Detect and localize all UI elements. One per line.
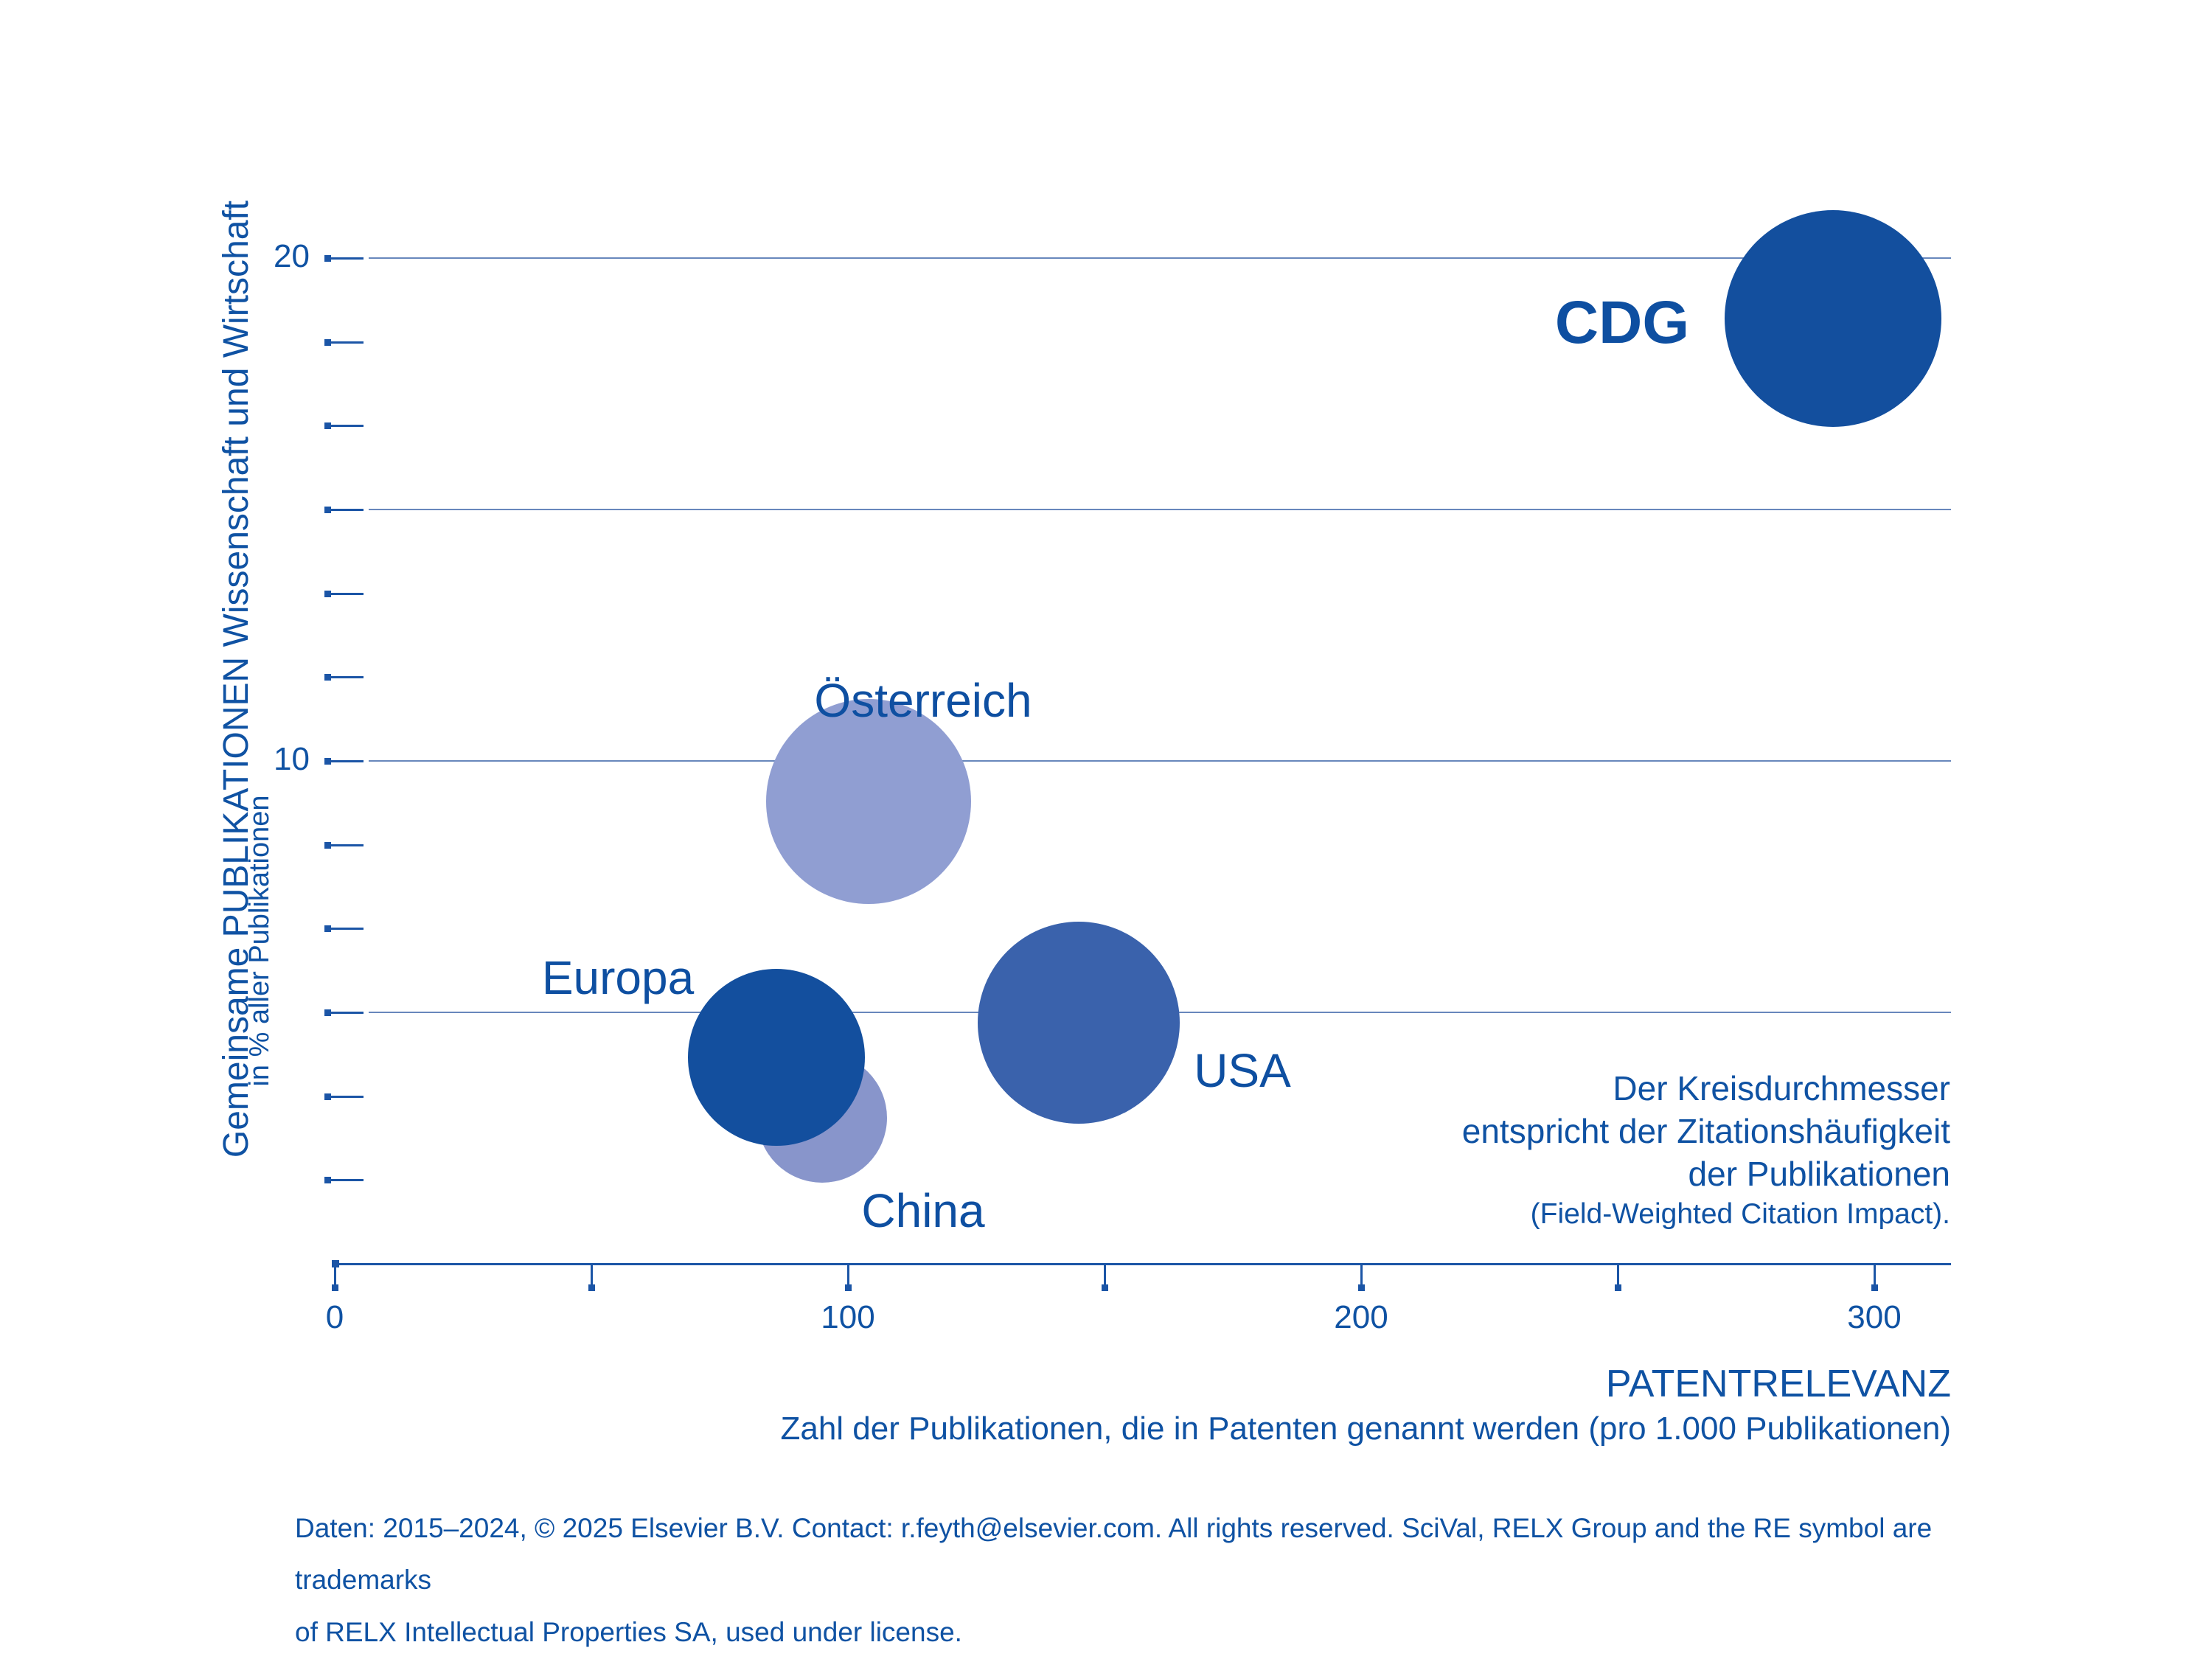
x-tick [591, 1265, 593, 1284]
y-tick-dot [324, 841, 331, 849]
size-legend-line: entspricht der Zitationshäufigkeit [1461, 1111, 1950, 1150]
bubble-label-europa: Europa [541, 951, 695, 1004]
bubble-label-österreich: Österreich [814, 674, 1032, 727]
y-tick [331, 1012, 364, 1014]
x-tick-label-0: 0 [325, 1299, 344, 1335]
y-tick [331, 341, 364, 344]
size-legend: Der Kreisdurchmesser entspricht der Zita… [1139, 1068, 1950, 1232]
footer-line: Daten: 2015–2024, © 2025 Elsevier B.V. C… [295, 1513, 1933, 1596]
bubble-europa [687, 969, 865, 1147]
x-tick-label-100: 100 [821, 1299, 875, 1335]
x-tick-label-200: 200 [1334, 1299, 1388, 1335]
x-tick [1617, 1265, 1619, 1284]
y-tick-label-20: 20 [274, 238, 310, 274]
x-axis-subtitle: Zahl der Publikationen, die in Patenten … [780, 1411, 1951, 1447]
bubble-usa [978, 921, 1180, 1124]
y-tick-dot [324, 507, 331, 513]
y-tick [331, 592, 364, 595]
x-tick-dot [1615, 1284, 1621, 1291]
y-gridline [369, 509, 1951, 510]
x-tick-dot [1102, 1284, 1108, 1291]
x-tick [1874, 1265, 1876, 1284]
y-tick [331, 760, 364, 762]
bubble-cdg [1725, 209, 1942, 427]
x-tick-dot [332, 1284, 338, 1291]
bubble-label-cdg: CDG [1554, 289, 1690, 356]
y-gridline [369, 257, 1951, 259]
y-tick [331, 425, 364, 428]
y-tick [331, 509, 364, 511]
x-tick-dot [845, 1284, 852, 1291]
y-gridline [369, 760, 1951, 762]
x-tick [1104, 1265, 1106, 1284]
y-tick [331, 844, 364, 846]
x-axis-title: PATENTRELEVANZ [1605, 1363, 1951, 1405]
bubble-österreich [765, 698, 971, 904]
y-tick-dot [324, 925, 331, 933]
bubble-label-usa: USA [1194, 1044, 1291, 1097]
x-tick [847, 1265, 849, 1284]
size-legend-small-line: (Field-Weighted Citation Impact). [1530, 1197, 1950, 1230]
x-tick-dot [1871, 1284, 1878, 1291]
y-tick-dot [324, 1009, 331, 1016]
x-tick-label-300: 300 [1847, 1299, 1902, 1335]
y-tick-dot [324, 1093, 331, 1100]
footer-line: of RELX Intellectual Properties SA, used… [295, 1616, 962, 1647]
y-tick-dot [324, 590, 331, 597]
size-legend-line: Der Kreisdurchmesser [1613, 1069, 1950, 1107]
x-tick [1360, 1265, 1363, 1284]
y-tick [331, 928, 364, 931]
y-tick [331, 257, 364, 260]
x-axis-origin-dot [332, 1260, 339, 1267]
x-tick [334, 1265, 336, 1284]
size-legend-line: der Publikationen [1688, 1154, 1950, 1193]
y-axis-subtitle: in % aller Publikationen [243, 795, 275, 1087]
y-tick-dot [324, 255, 331, 262]
x-tick-dot [1358, 1284, 1365, 1291]
y-tick [331, 676, 364, 679]
x-tick-dot [588, 1284, 595, 1291]
footer: Daten: 2015–2024, © 2025 Elsevier B.V. C… [295, 1503, 1991, 1658]
y-tick-dot [324, 758, 331, 765]
y-tick-dot [324, 1177, 331, 1184]
y-tick-dot [324, 338, 331, 346]
bubble-label-china: China [861, 1184, 985, 1237]
x-axis-line [335, 1263, 1951, 1265]
y-tick-dot [324, 422, 331, 430]
y-tick [331, 1095, 364, 1098]
y-tick-label-10: 10 [274, 741, 310, 777]
y-tick [331, 1179, 364, 1182]
y-tick-dot [324, 674, 331, 681]
